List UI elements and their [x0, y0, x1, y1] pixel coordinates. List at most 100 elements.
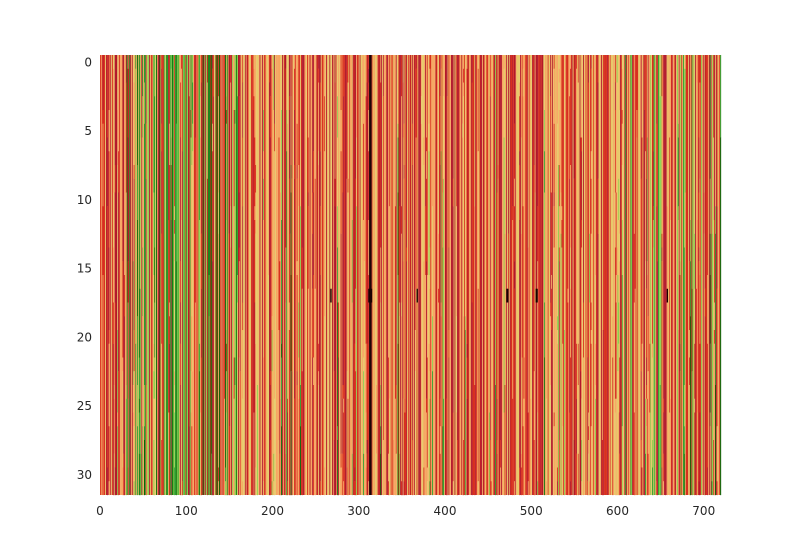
- heatmap-cell-run: [206, 82, 208, 179]
- heatmap-cell-run: [113, 385, 115, 399]
- heatmap-cell-run: [154, 357, 156, 399]
- heatmap-cell-run: [520, 357, 522, 454]
- heatmap-cell-run: [124, 55, 126, 276]
- heatmap-cell-run: [125, 398, 127, 496]
- heatmap-cell-run: [588, 440, 590, 454]
- heatmap-column: [177, 55, 179, 495]
- heatmap-cell-run: [522, 55, 524, 69]
- heatmap-dark-cell: [330, 288, 332, 303]
- heatmap-cell-run: [716, 206, 718, 289]
- heatmap-cell-run: [394, 55, 396, 207]
- heatmap-column: [266, 55, 268, 495]
- heatmap-cell-run: [133, 481, 135, 496]
- heatmap-cell-run: [355, 288, 357, 372]
- heatmap-cell-run: [114, 55, 116, 166]
- heatmap-cell-run: [281, 343, 283, 358]
- heatmap-column: [499, 55, 501, 495]
- heatmap-cell-run: [561, 206, 563, 221]
- heatmap-cell-run: [412, 165, 414, 441]
- heatmap-cell-run: [601, 440, 603, 496]
- heatmap-column: [566, 55, 568, 495]
- heatmap-cell-run: [716, 426, 718, 482]
- heatmap-cell-run: [500, 440, 502, 468]
- heatmap-cell-run: [446, 96, 448, 441]
- heatmap-cell-run: [190, 137, 192, 372]
- heatmap-cell-run: [707, 343, 709, 468]
- heatmap-column: [338, 55, 340, 495]
- heatmap-cell-run: [519, 55, 521, 83]
- heatmap-column: [606, 55, 608, 495]
- heatmap-cell-run: [503, 55, 505, 69]
- heatmap-column: [419, 55, 421, 495]
- heatmap-column: [516, 55, 518, 495]
- heatmap-cell-run: [644, 55, 646, 111]
- heatmap-cell-run: [271, 481, 273, 496]
- heatmap-cell-run: [363, 261, 365, 454]
- heatmap-cell-run: [333, 440, 335, 496]
- heatmap-cell-run: [233, 357, 235, 399]
- heatmap-cell-run: [194, 137, 196, 303]
- heatmap-column: [364, 55, 366, 495]
- heatmap-cell-run: [288, 55, 290, 97]
- heatmap-cell-run: [291, 178, 293, 372]
- heatmap-cell-run: [602, 330, 604, 496]
- heatmap-cell-run: [252, 110, 254, 496]
- heatmap-cell-run: [464, 55, 466, 317]
- heatmap-cell-run: [269, 137, 271, 372]
- heatmap-cell-run: [679, 371, 681, 496]
- heatmap-cell-run: [652, 220, 654, 248]
- heatmap-column: [670, 55, 672, 495]
- heatmap-cell-run: [601, 330, 603, 441]
- heatmap-column: [671, 55, 673, 495]
- heatmap-cell-run: [238, 247, 240, 262]
- heatmap-cell-run: [174, 261, 176, 372]
- heatmap-cell-run: [273, 55, 275, 111]
- heatmap-cell-run: [285, 68, 287, 248]
- heatmap-cell-run: [138, 357, 140, 399]
- heatmap-cell-run: [288, 302, 290, 331]
- heatmap-cell-run: [714, 220, 716, 303]
- heatmap-cell-run: [426, 467, 428, 482]
- heatmap-column: [375, 55, 377, 495]
- heatmap-cell-run: [588, 82, 590, 413]
- heatmap-cell-run: [545, 398, 547, 482]
- heatmap-cell-run: [340, 110, 342, 152]
- heatmap-cell-run: [439, 426, 441, 454]
- heatmap-cell-run: [263, 110, 265, 152]
- heatmap-cell-run: [225, 96, 227, 111]
- heatmap-cell-run: [133, 426, 135, 482]
- heatmap-cell-run: [507, 55, 509, 234]
- heatmap-column: [353, 55, 355, 495]
- heatmap-column: [292, 55, 294, 495]
- heatmap-cell-run: [307, 206, 309, 289]
- heatmap-column: [518, 55, 520, 495]
- heatmap-cell-run: [271, 316, 273, 331]
- heatmap-cell-run: [670, 398, 672, 496]
- heatmap-cell-run: [683, 68, 685, 248]
- heatmap-column: [613, 55, 615, 495]
- heatmap-cell-run: [118, 192, 120, 372]
- heatmap-cell-run: [474, 385, 476, 496]
- heatmap-cell-run: [318, 68, 320, 83]
- heatmap-cell-run: [363, 55, 365, 111]
- heatmap-column: [710, 55, 712, 495]
- heatmap-cell-run: [403, 481, 405, 496]
- heatmap-cell-run: [301, 55, 303, 248]
- heatmap-cell-run: [225, 343, 227, 372]
- heatmap-cell-run: [342, 398, 344, 454]
- heatmap-column: [598, 55, 600, 495]
- heatmap-cell-run: [108, 247, 110, 331]
- heatmap-cell-run: [496, 192, 498, 399]
- heatmap-cell-run: [318, 82, 320, 152]
- heatmap-column: [381, 55, 383, 495]
- heatmap-column: [658, 55, 660, 495]
- heatmap-cell-run: [694, 412, 696, 496]
- heatmap-cell-run: [242, 330, 244, 399]
- heatmap-column: [593, 55, 595, 495]
- heatmap-column: [209, 55, 211, 495]
- heatmap-cell-run: [677, 137, 679, 207]
- heatmap-cell-run: [577, 343, 579, 386]
- heatmap-cell-run: [234, 110, 236, 124]
- heatmap-cell-run: [139, 55, 141, 289]
